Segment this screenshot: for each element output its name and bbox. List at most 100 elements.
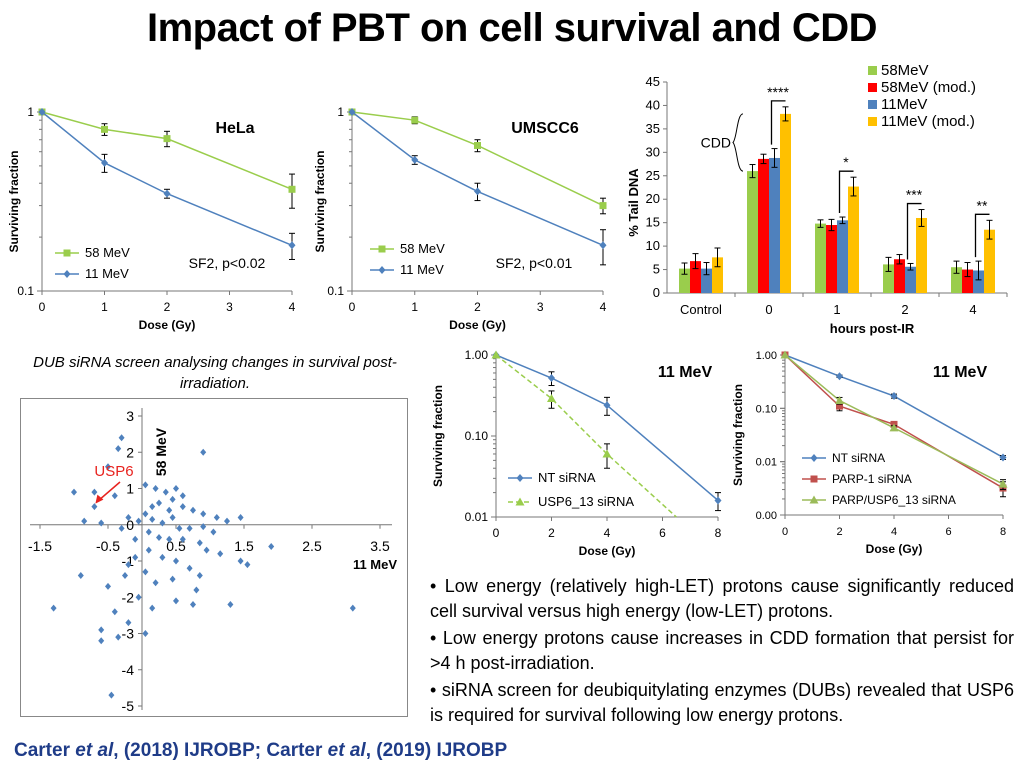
umscc6-legend-marker <box>378 245 386 253</box>
parp_sirna-legend-marker <box>810 454 818 462</box>
scatter-point <box>152 485 159 492</box>
scatter-point <box>142 481 149 489</box>
hela-annotation: SF2, p<0.02 <box>189 255 266 271</box>
parp_sirna-x-tick-label: 6 <box>945 526 951 538</box>
usp6_sirna-legend-marker <box>515 497 525 506</box>
cdd-x-tick-label: 2 <box>901 302 908 317</box>
parp_sirna-y-tick-label: 0.10 <box>756 403 777 415</box>
scatter-point <box>186 524 193 532</box>
hela-x-tick-label: 3 <box>226 300 233 314</box>
scatter-point <box>156 499 162 507</box>
scatter-point <box>162 488 169 496</box>
cdd-significance-label: ** <box>977 197 988 213</box>
scatter-point <box>111 608 118 616</box>
parp_sirna-title: 11 MeV <box>933 364 988 381</box>
scatter-point <box>169 495 176 503</box>
parp_sirna-x-tick-label: 8 <box>1000 526 1006 538</box>
cdd-chart-svg: 0 5 10 15 20 25 30 35 40 45 Control 0 1 2 4 hours post-… <box>626 62 1008 336</box>
hela-x-tick-label: 4 <box>289 300 296 314</box>
scatter-point <box>118 434 125 442</box>
scatter-point <box>179 492 186 500</box>
scatter-point <box>159 553 166 561</box>
cdd-y-tick-label: 30 <box>646 144 660 159</box>
cdd-y-tick-label: 35 <box>646 121 660 136</box>
usp6_sirna-data-point <box>603 401 611 410</box>
parp_sirna-data-point <box>999 453 1007 462</box>
scatter-point <box>81 517 88 525</box>
scatter-point <box>118 524 125 532</box>
scatter-point <box>200 448 207 456</box>
scatter-point <box>132 553 139 561</box>
cdd-bar <box>951 267 962 293</box>
cdd-y-tick-label: 5 <box>653 262 660 277</box>
parp_sirna-y-tick-label: 0.01 <box>756 457 777 469</box>
scatter-y-tick-label: 2 <box>126 444 134 460</box>
hela-series-line-0 <box>41 111 293 190</box>
cdd-bar <box>973 270 984 293</box>
cdd-bar <box>837 220 848 293</box>
parp_sirna-x-tick-label: 4 <box>891 526 897 538</box>
umscc6-x-tick-label: 4 <box>600 300 607 314</box>
scatter-y-tick-label: -2 <box>122 589 135 605</box>
usp6_sirna-y-tick-label: 0.10 <box>465 429 489 443</box>
cdd-bar-chart: 0 5 10 15 20 25 30 35 40 45 Control 0 1 2 4 hours post-… <box>622 60 1022 345</box>
bullet-2: • Low energy protons cause increases in … <box>430 628 1014 673</box>
umscc6-data-point <box>474 187 481 196</box>
parp-chart-svg: 1.00 0.10 0.01 0.00 0 2 4 6 8 Dose (Gy) Surviving … <box>731 350 1008 556</box>
scatter-point <box>91 488 98 496</box>
cdd-x-tick-label: 1 <box>833 302 840 317</box>
parp_sirna-data-point <box>890 392 898 401</box>
summary-bullets: • Low energy (relatively high-LET) proto… <box>430 574 1014 730</box>
scatter-point <box>203 546 210 554</box>
usp6_sirna-x-label: Dose (Gy) <box>579 544 636 558</box>
sirna-screen-scatter: -1.5 -0.5 0.5 1.5 2.5 3.5 3 2 1 0 -1 -2 -3 -4 -5 11 MeV… <box>20 398 410 718</box>
hela-legend-label: 11 MeV <box>85 266 129 281</box>
scatter-point <box>149 515 156 523</box>
scatter-point <box>169 575 176 583</box>
usp6_sirna-y-tick-label: 1.00 <box>465 348 489 362</box>
scatter-point <box>268 543 275 550</box>
scatter-point <box>166 506 173 514</box>
umscc6-series-line-0 <box>351 111 604 207</box>
parp_sirna-x-tick-label: 2 <box>836 526 842 538</box>
umscc6-y-tick-label: 1 <box>337 105 344 119</box>
citation-author-1: Carter <box>14 740 70 761</box>
parp_sirna-data-point <box>835 396 844 405</box>
scatter-point <box>227 601 234 608</box>
cdd-legend-label: 58MeV (mod.) <box>881 79 976 96</box>
scatter-x-tick-label: 0.5 <box>166 538 186 554</box>
hela-y-label: Surviving fraction <box>7 150 21 252</box>
cdd-legend-swatch <box>868 83 877 92</box>
cdd-bar <box>826 225 837 293</box>
bullet-3: • siRNA screen for deubiquitylating enzy… <box>430 680 1014 725</box>
scatter-y-tick-label: -5 <box>122 698 135 714</box>
cdd-brace <box>732 113 744 172</box>
slide-title: Impact of PBT on cell survival and CDD <box>146 6 878 50</box>
umscc6-data-point <box>599 202 607 210</box>
cdd-bar <box>769 157 780 293</box>
cdd-bar <box>894 259 905 293</box>
cdd-significance-bracket <box>838 170 854 214</box>
scatter-x-tick-label: 2.5 <box>302 538 322 554</box>
umscc6-legend-label: 11 MeV <box>400 262 444 277</box>
cdd-x-tick-label: 0 <box>765 302 772 317</box>
scatter-point <box>77 572 84 579</box>
umscc6-survival-chart: 1 0.1 0 1 2 3 4 Dose (Gy) Surviving fraction UMSC… <box>310 95 615 345</box>
hela-data-point <box>101 158 108 167</box>
usp6_sirna-legend-label: USP6_13 siRNA <box>538 494 634 509</box>
hela-x-tick-label: 0 <box>39 300 46 314</box>
cdd-y-tick-label: 40 <box>646 97 660 112</box>
scatter-x-tick-label: 1.5 <box>234 538 254 554</box>
umscc6-x-tick-label: 2 <box>474 300 481 314</box>
scatter-point <box>115 633 122 641</box>
parp_sirna-legend-label: PARP/USP6_13 siRNA <box>832 493 956 507</box>
cdd-bar <box>883 264 894 293</box>
cdd-significance-bracket <box>974 213 990 258</box>
hela-data-point <box>38 108 46 116</box>
usp6-arrow-line <box>97 481 121 502</box>
scatter-point <box>186 564 193 572</box>
citation-text-2: , (2019) IJROBP <box>365 740 508 761</box>
cdd-significance-label: *** <box>906 187 923 203</box>
usp6_sirna-series-line-1 <box>495 354 677 518</box>
usp6_sirna-x-tick-label: 4 <box>604 526 611 540</box>
